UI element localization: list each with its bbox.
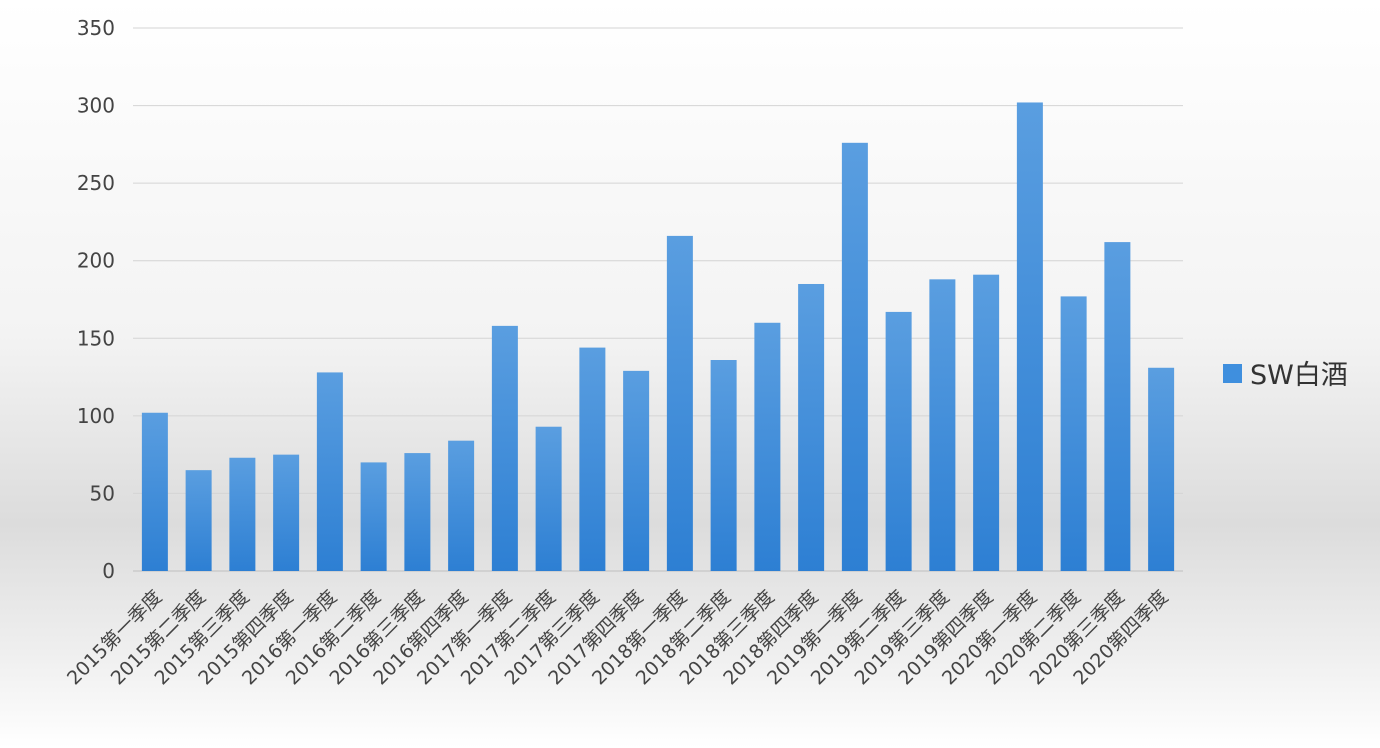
bar bbox=[973, 274, 1000, 571]
y-tick-label: 0 bbox=[102, 559, 115, 583]
bar bbox=[754, 322, 781, 571]
y-tick-label: 100 bbox=[77, 404, 115, 428]
y-tick-label: 350 bbox=[77, 16, 115, 40]
bar bbox=[1060, 296, 1087, 571]
y-tick-label: 300 bbox=[77, 94, 115, 118]
bar bbox=[273, 454, 300, 571]
x-axis: 2015第一季度2015第二季度2015第三季度2015第四季度2016第一季度… bbox=[63, 586, 1173, 689]
y-tick-label: 250 bbox=[77, 171, 115, 195]
bar bbox=[360, 462, 387, 571]
y-tick-label: 150 bbox=[77, 326, 115, 350]
gridlines bbox=[133, 27, 1183, 572]
legend-swatch bbox=[1223, 364, 1242, 383]
bar bbox=[841, 142, 868, 571]
bar bbox=[185, 470, 212, 571]
legend: SW白酒 bbox=[1223, 360, 1348, 391]
bar bbox=[535, 426, 562, 571]
bar bbox=[141, 412, 168, 571]
bar bbox=[623, 370, 650, 571]
bar bbox=[229, 457, 256, 571]
bar bbox=[710, 360, 737, 571]
bar bbox=[1104, 242, 1131, 571]
bar-series bbox=[141, 102, 1175, 572]
bar bbox=[404, 453, 431, 571]
bar bbox=[491, 325, 518, 571]
bar bbox=[885, 311, 912, 571]
y-tick-label: 200 bbox=[77, 249, 115, 273]
y-axis: 0 50 100 150 200 250 300 350 bbox=[77, 16, 115, 583]
bar bbox=[1016, 102, 1043, 572]
bar bbox=[798, 283, 825, 571]
y-tick-label: 50 bbox=[90, 481, 115, 505]
bar bbox=[316, 372, 343, 571]
bar bbox=[579, 347, 606, 571]
bar bbox=[1148, 367, 1175, 571]
bar bbox=[448, 440, 475, 571]
legend-label: SW白酒 bbox=[1250, 360, 1348, 391]
bar bbox=[666, 235, 693, 572]
bar bbox=[929, 279, 956, 571]
